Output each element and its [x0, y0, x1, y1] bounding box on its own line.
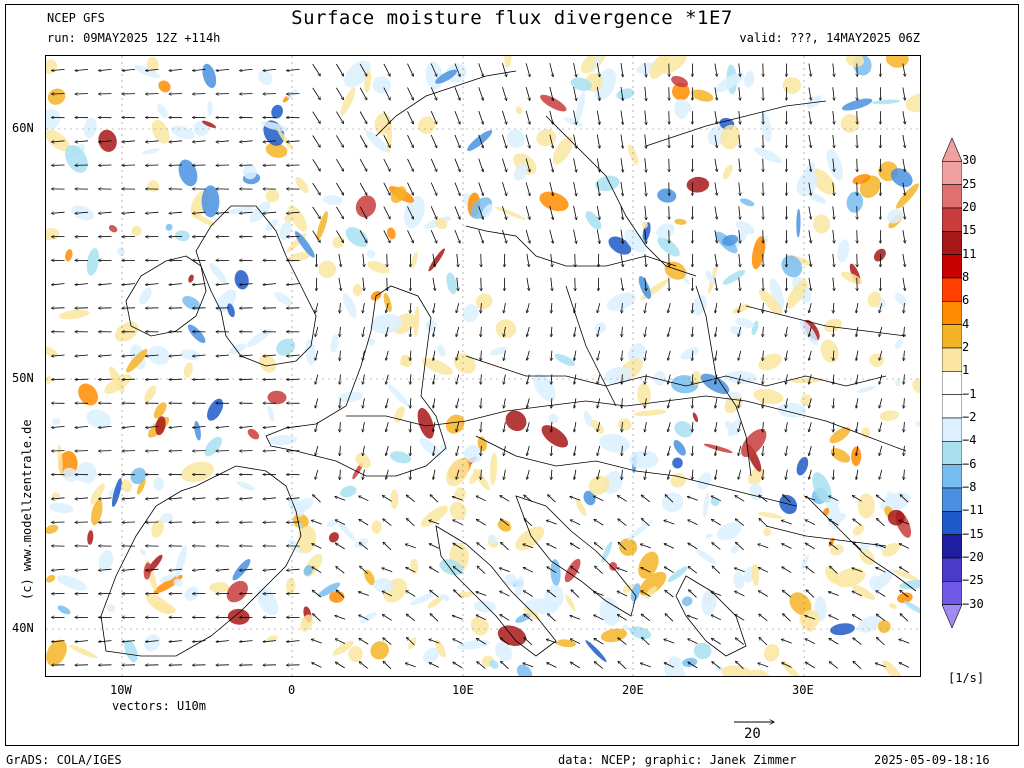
model-name: NCEP GFS — [47, 11, 105, 25]
graticule — [46, 56, 920, 676]
colorbar-segment — [942, 184, 962, 209]
run-info: run: 09MAY2025 12Z +114h — [47, 31, 221, 45]
colorbar-level-label: 6 — [962, 293, 970, 308]
map-title: Surface moisture flux divergence *1E7 — [291, 7, 733, 29]
colorbar-top-cap — [942, 138, 962, 162]
lat-label-40n: 40N — [12, 621, 34, 635]
colorbar-segment — [942, 534, 962, 559]
grads-credit: GrADS: COLA/IGES — [6, 753, 122, 767]
colorbar-segment — [942, 231, 962, 255]
colorbar-segment — [942, 301, 962, 325]
timestamp: 2025-05-09-18:16 — [874, 753, 990, 767]
wind-vectors — [52, 62, 910, 670]
colorbar-segment — [942, 277, 962, 302]
lon-label-10e: 10E — [452, 683, 474, 697]
lon-label-0: 0 — [288, 683, 296, 697]
map-panel — [45, 55, 921, 677]
colorbar-segment — [942, 347, 962, 372]
colorbar-level-label: −2 — [962, 410, 977, 424]
valid-time: valid: ???, 14MAY2025 06Z — [739, 31, 920, 45]
colorbar-level-label: −8 — [962, 480, 977, 494]
colorbar-level-label: −25 — [962, 573, 984, 588]
colorbar-level-label: 4 — [962, 316, 970, 331]
reference-vector-arrow — [734, 715, 780, 729]
colorbar-level-label: 8 — [962, 270, 970, 284]
colorbar-segment — [942, 254, 962, 279]
colorbar-segment — [942, 557, 962, 582]
lon-label-20e: 20E — [622, 683, 644, 697]
colorbar-segment — [942, 417, 962, 442]
map-canvas — [46, 56, 920, 676]
colorbar-level-label: −11 — [962, 503, 984, 518]
reference-vector-value: 20 — [744, 726, 761, 742]
lat-label-50n: 50N — [12, 371, 34, 385]
unit-label: [1/s] — [948, 671, 985, 685]
colorbar-level-label: −1 — [962, 386, 977, 401]
colorbar-level-label: 2 — [962, 340, 970, 354]
data-credit: data: NCEP; graphic: Janek Zimmer — [558, 753, 797, 767]
colorbar-level-label: −15 — [962, 526, 984, 541]
colorbar-level-label: 11 — [962, 246, 977, 261]
colorbar-segment — [942, 371, 962, 395]
colorbar-segment — [942, 441, 962, 465]
colorbar-segment — [942, 511, 962, 535]
lon-label-10w: 10W — [110, 683, 132, 697]
colorbar-segment — [942, 487, 962, 512]
colorbar-segment — [942, 324, 962, 349]
colorbar-level-label: 15 — [962, 223, 977, 238]
colorbar-bottom-cap — [942, 604, 962, 628]
flux-divergence-field — [46, 56, 920, 676]
colorbar-level-label: −30 — [962, 596, 984, 611]
website-credit: (c) www.modellzentrale.de — [20, 419, 34, 600]
colorbar-level-label: 20 — [962, 200, 977, 214]
figure-frame — [5, 4, 1019, 746]
colorbar-level-label: 1 — [962, 363, 970, 378]
colorbar-level-label: −4 — [962, 433, 977, 448]
lon-label-30e: 30E — [792, 683, 814, 697]
colorbar-level-label: −20 — [962, 550, 984, 564]
lat-label-60n: 60N — [12, 121, 34, 135]
colorbar-segment — [942, 394, 962, 419]
colorbar-level-label: −6 — [962, 456, 977, 471]
colorbar-segment — [942, 161, 962, 185]
color-scale-bar — [942, 138, 962, 628]
colorbar-segment — [942, 207, 962, 232]
vector-field-label: vectors: U10m — [112, 699, 206, 713]
coastlines — [100, 70, 917, 657]
colorbar-segment — [942, 464, 962, 489]
colorbar-level-label: 30 — [962, 153, 977, 168]
colorbar-segment — [942, 581, 962, 605]
colorbar-level-label: 25 — [962, 176, 977, 191]
